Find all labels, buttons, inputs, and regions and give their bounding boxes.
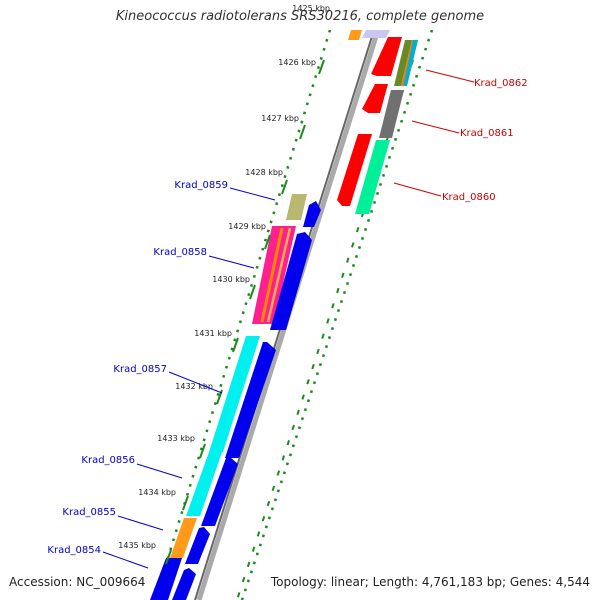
forward-gene-labels: Krad_0862 Krad_0861 Krad_0860	[393, 69, 528, 203]
leader-line	[168, 371, 223, 394]
gene-krad-0854[interactable]	[150, 558, 182, 600]
kbp-label: 1431 kbp	[194, 329, 232, 338]
kbp-label: 1430 kbp	[212, 275, 250, 284]
kbp-label: 1434 kbp	[138, 488, 176, 497]
leader-line	[411, 120, 460, 134]
kbp-label: 1433 kbp	[157, 434, 195, 443]
leader-line	[117, 515, 164, 531]
gene-reverse-0855[interactable]	[185, 527, 210, 564]
gene-krad-0857[interactable]	[209, 336, 260, 452]
gene-krad-0855[interactable]	[170, 518, 197, 558]
gene-krad-0862-teal[interactable]	[403, 40, 418, 86]
gene-krad-0859[interactable]	[286, 194, 307, 220]
gene-krad-0862-olive[interactable]	[394, 40, 412, 86]
gene-reverse-0858[interactable]	[270, 232, 312, 330]
gene-partial-lavender	[362, 30, 390, 38]
kbp-labels: 1425 kbp 1426 kbp 1427 kbp 1428 kbp 1429…	[118, 4, 330, 550]
accession-text: Accession: NC_009664	[9, 575, 146, 589]
gene-label-krad-0861[interactable]: Krad_0861	[460, 128, 514, 139]
reverse-tick-marks	[165, 59, 325, 565]
gene-label-krad-0860[interactable]: Krad_0860	[442, 192, 496, 203]
gene-krad-0862-block[interactable]	[371, 37, 402, 76]
map-title: Kineococcus radiotolerans SRS30216, comp…	[115, 9, 485, 24]
gene-krad-0856[interactable]	[186, 452, 222, 516]
kbp-label: 1425 kbp	[292, 4, 330, 13]
gene-label-krad-0859[interactable]: Krad_0859	[174, 180, 228, 191]
kbp-label: 1432 kbp	[175, 382, 213, 391]
kbp-label: 1427 kbp	[261, 114, 299, 123]
gene-krad-0861[interactable]	[379, 90, 404, 138]
gene-reverse-0856[interactable]	[201, 457, 238, 526]
reverse-gene-labels: Krad_0859 Krad_0858 Krad_0857 Krad_0856 …	[47, 180, 276, 569]
kbp-label: 1428 kbp	[245, 168, 283, 177]
leader-line	[425, 69, 475, 83]
kbp-label: 1435 kbp	[118, 541, 156, 550]
gene-red-forward[interactable]	[337, 134, 372, 206]
forward-genes	[337, 37, 418, 214]
gene-reverse-small[interactable]	[303, 201, 321, 227]
gene-label-krad-0856[interactable]: Krad_0856	[81, 455, 135, 466]
topology-text: Topology: linear; Length: 4,761,183 bp; …	[270, 575, 590, 589]
reverse-genes	[150, 194, 321, 600]
leader-line	[102, 551, 149, 569]
leader-line	[136, 463, 183, 479]
gene-krad-0858-stripe-b	[266, 227, 292, 323]
gene-label-krad-0857[interactable]: Krad_0857	[113, 364, 167, 375]
kbp-label: 1426 kbp	[278, 58, 316, 67]
leader-line	[208, 255, 255, 269]
reverse-guide-line	[153, 30, 332, 600]
kbp-label: 1429 kbp	[228, 222, 266, 231]
gene-label-krad-0854[interactable]: Krad_0854	[47, 545, 101, 556]
leader-line	[393, 182, 442, 197]
gene-krad-0860[interactable]	[355, 140, 390, 214]
leader-line	[229, 187, 276, 201]
gene-krad-0862[interactable]	[362, 84, 388, 113]
gene-krad-0858-stripe-a	[260, 227, 284, 323]
gene-reverse-0854[interactable]	[172, 568, 196, 600]
gene-partial-orange	[348, 30, 362, 40]
gene-label-krad-0862[interactable]: Krad_0862	[474, 78, 528, 89]
gene-label-krad-0858[interactable]: Krad_0858	[153, 247, 207, 258]
gene-reverse-0857[interactable]	[225, 342, 276, 458]
gene-label-krad-0855[interactable]: Krad_0855	[62, 507, 116, 518]
